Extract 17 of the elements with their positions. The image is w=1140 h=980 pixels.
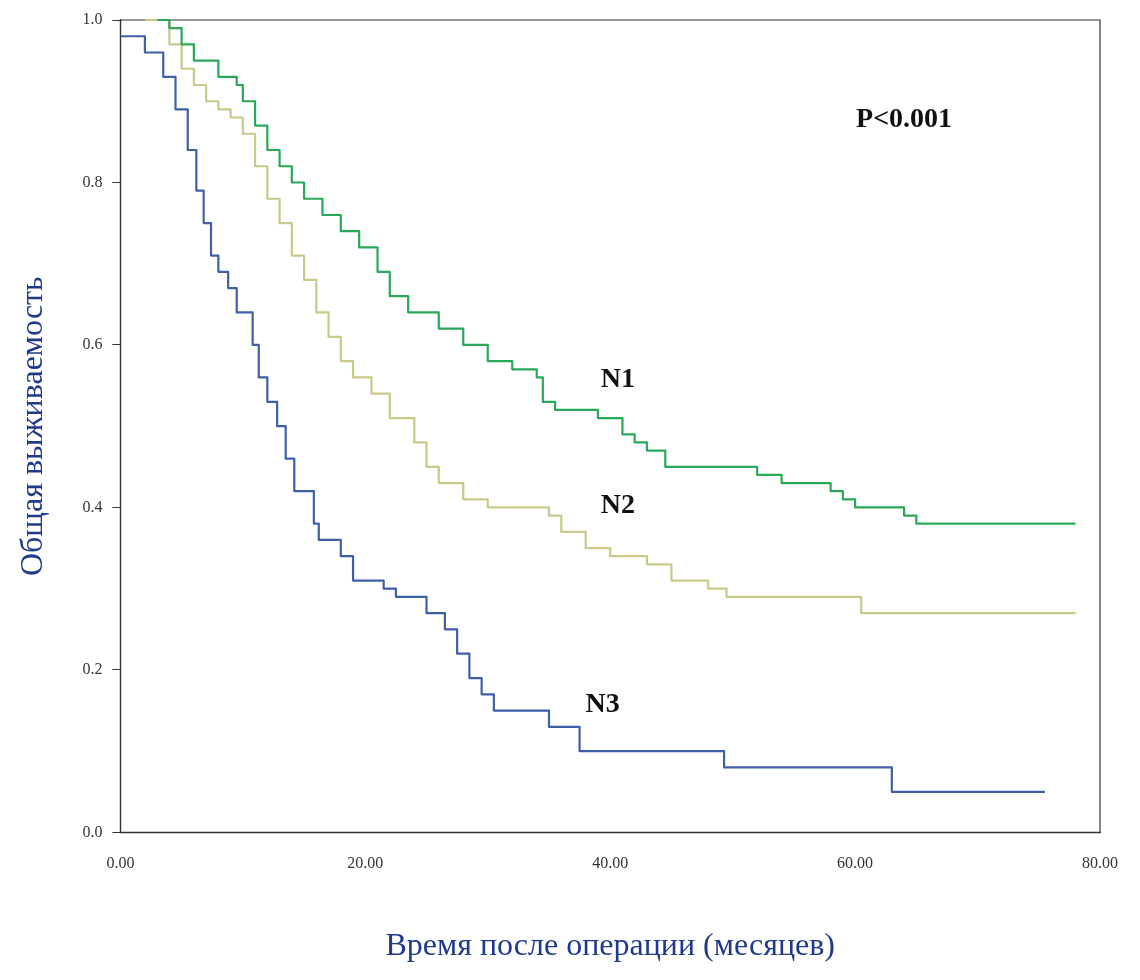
x-tick-label: 40.00 [592,854,629,872]
x-tick-label: 20.00 [347,854,384,872]
y-axis-title: Общая выживаемость [12,276,49,577]
y-tick-label: 1.0 [82,10,103,28]
x-tick-label: 0.00 [106,854,135,872]
y-tick-label: 0.8 [82,172,103,190]
y-tick-label: 0.4 [82,497,103,515]
x-tick-label: 60.00 [837,854,874,872]
series-label: N1 [600,362,636,394]
annotation: P<0.001 [856,102,953,134]
y-tick-label: 0.6 [82,335,103,353]
y-tick-label: 0.2 [82,660,103,678]
series-label: N2 [600,488,636,520]
y-tick-label: 0.0 [82,822,103,840]
series-label: N3 [585,687,620,719]
x-axis-title: Время после операции (месяцев) [385,926,836,963]
x-tick-label: 80.00 [1082,854,1118,872]
